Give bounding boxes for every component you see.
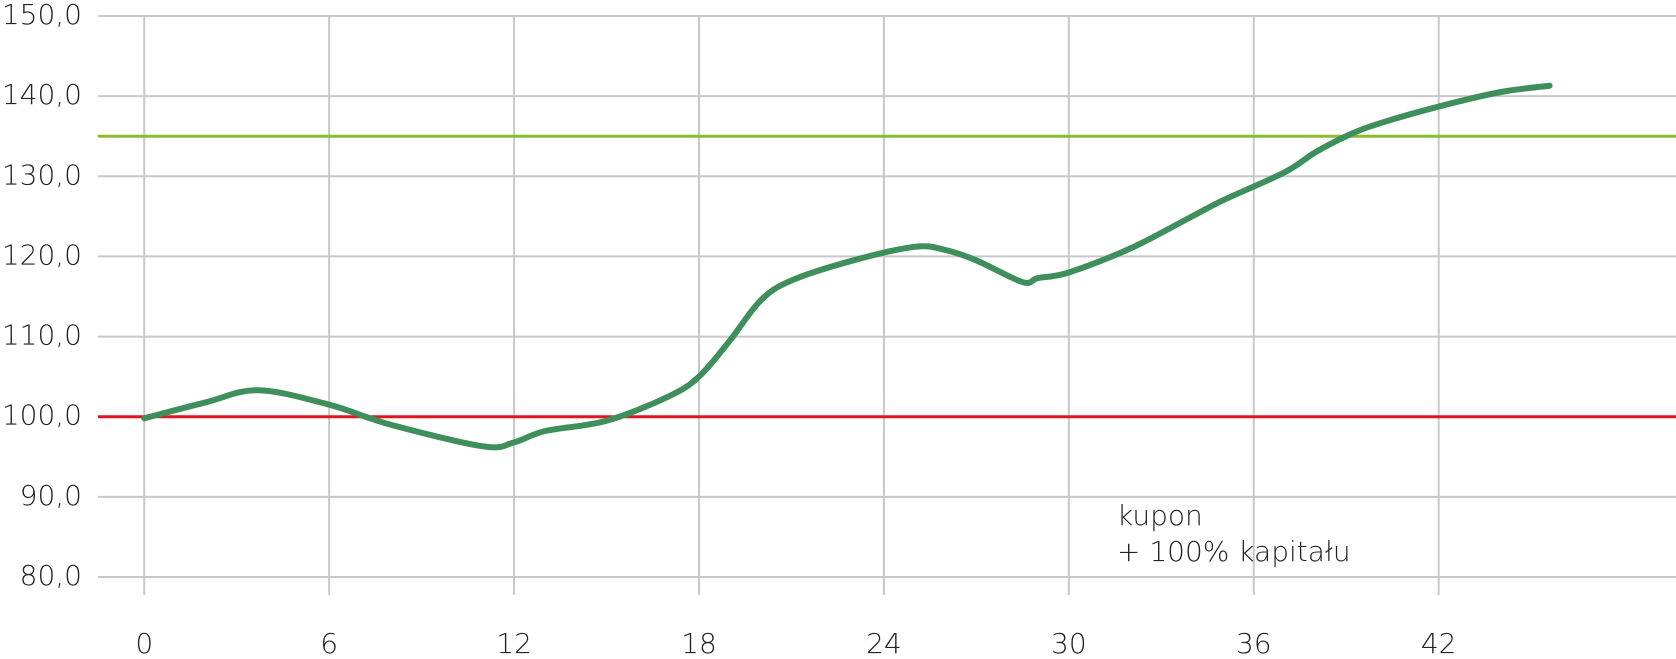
x-tick-label: 6: [320, 627, 338, 659]
annotation: kupon: [1117, 499, 1203, 532]
x-tick-label: 30: [1051, 627, 1087, 659]
x-tick-label: 18: [681, 627, 717, 659]
x-tick-label: 36: [1236, 627, 1272, 659]
y-tick-label: 100,0: [2, 399, 82, 432]
x-tick-label: 24: [866, 627, 902, 659]
x-tick-label: 42: [1421, 627, 1457, 659]
x-tick-label: 12: [496, 627, 532, 659]
y-tick-label: 120,0: [2, 238, 82, 271]
y-tick-label: 110,0: [2, 319, 82, 352]
y-tick-label: 90,0: [20, 479, 82, 512]
data-line: [141, 82, 1553, 451]
x-tick-label: 0: [135, 627, 153, 659]
y-tick-label: 130,0: [2, 158, 82, 191]
annotation: + 100% kapitału: [1117, 535, 1351, 568]
y-tick-label: 80,0: [20, 559, 82, 592]
y-tick-label: 140,0: [2, 78, 82, 111]
y-tick-label: 150,0: [2, 0, 82, 31]
